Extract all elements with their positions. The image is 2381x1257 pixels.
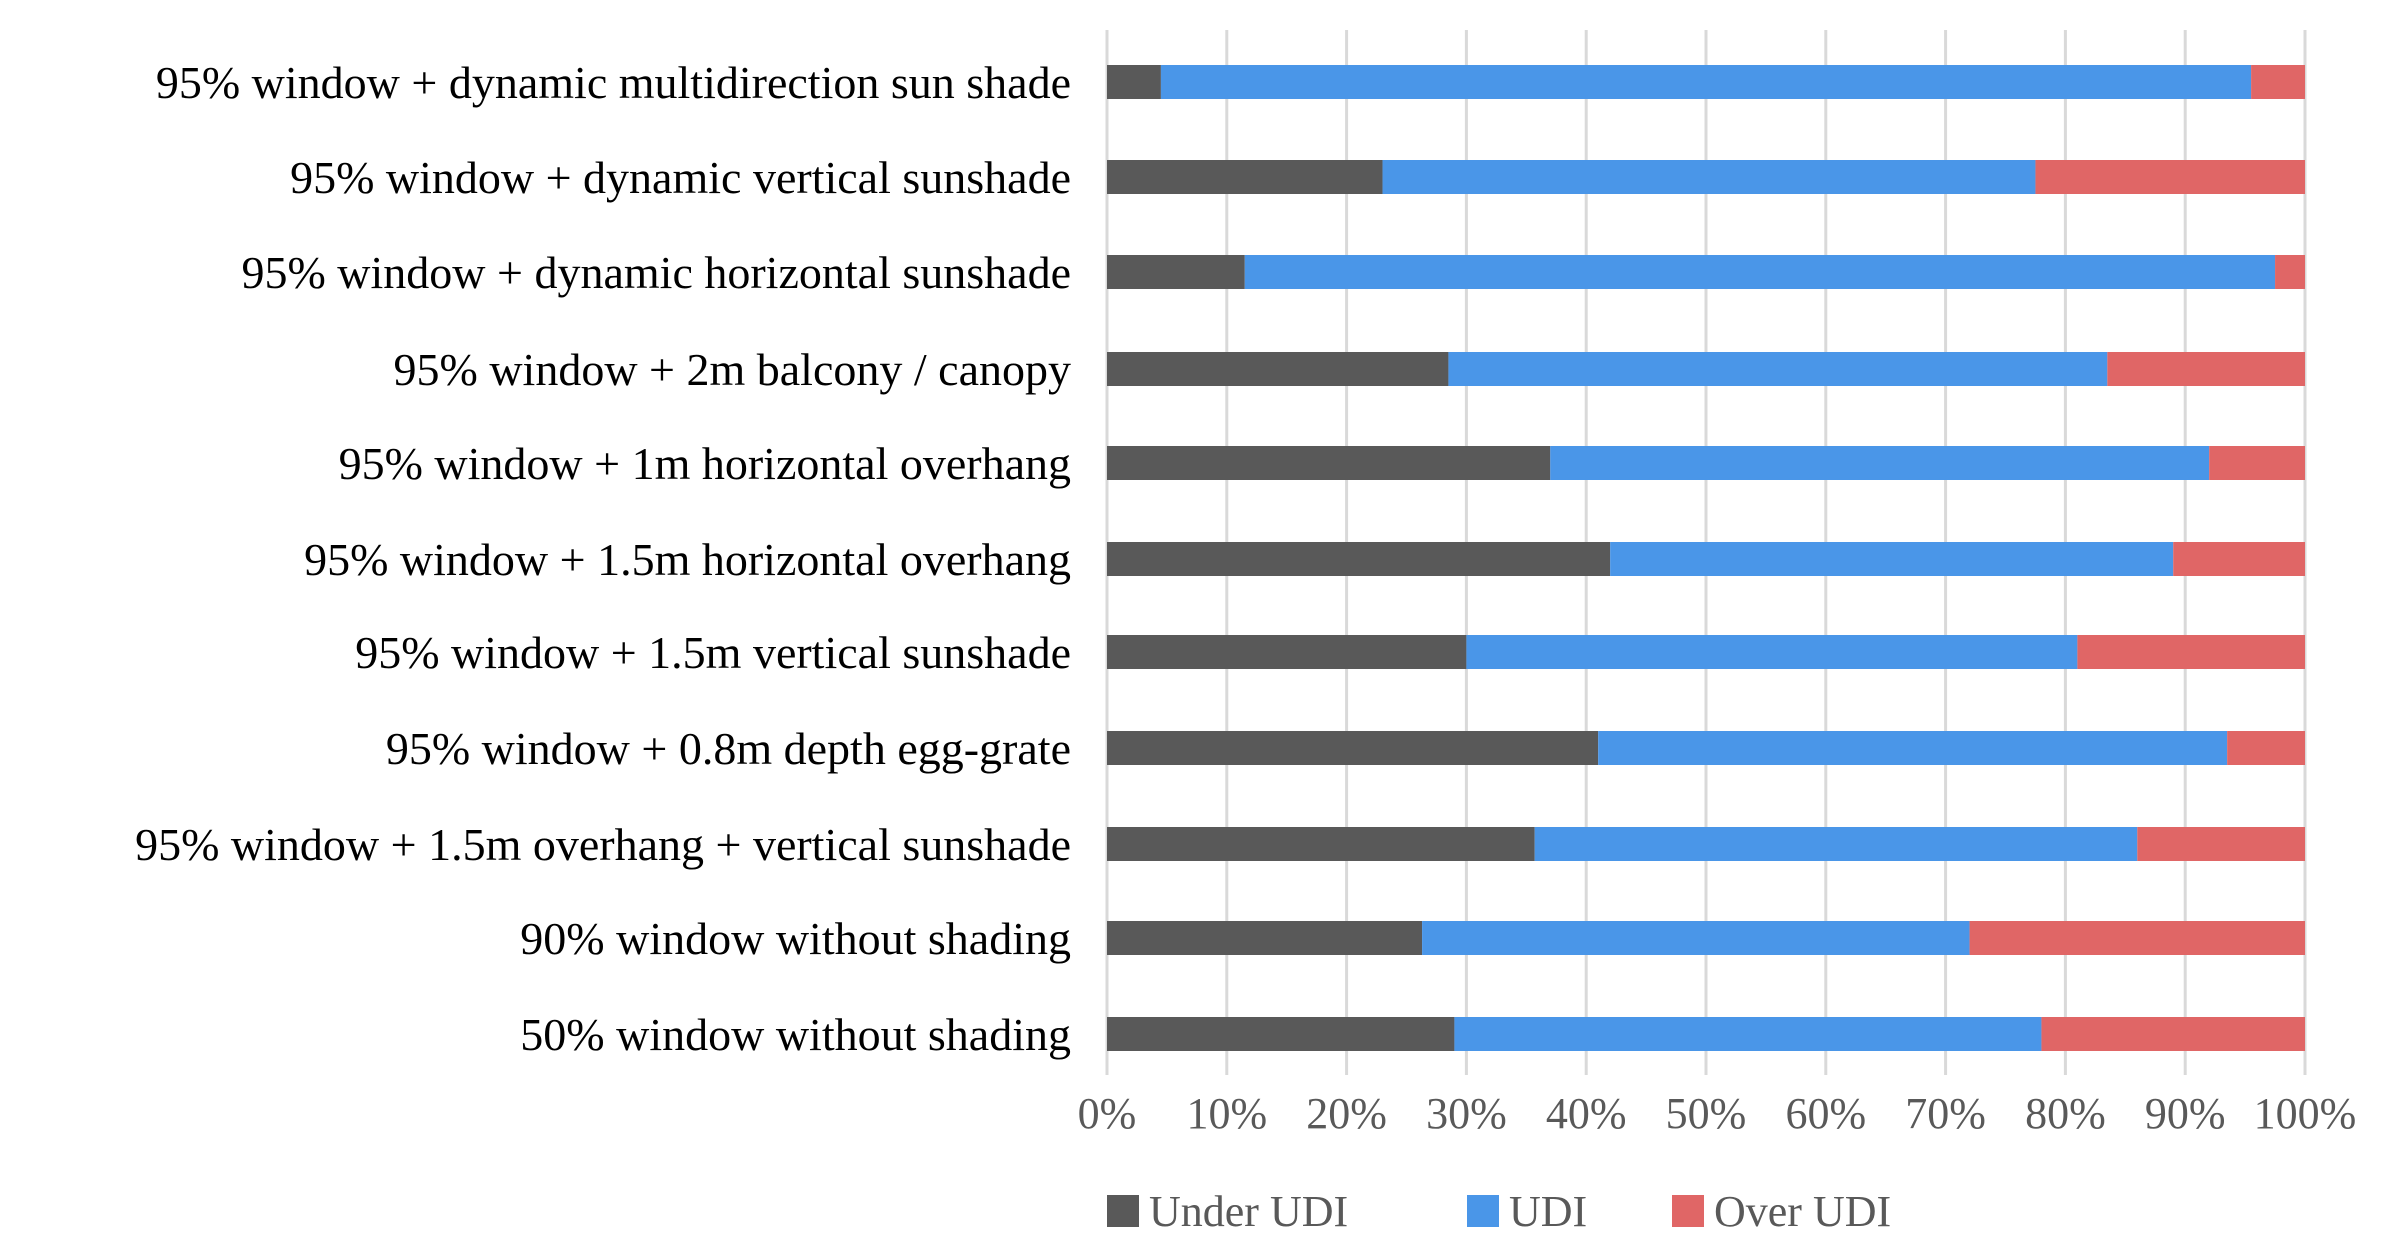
x-tick-label-4: 40% (1546, 1089, 1627, 1138)
bar-udi-1 (1382, 160, 2036, 194)
bar-over-udi-7 (2227, 731, 2305, 765)
category-label-6: 95% window + 1.5m vertical sunshade (355, 627, 1071, 678)
x-tick-label-9: 90% (2145, 1089, 2226, 1138)
legend-label-0: Under UDI (1149, 1187, 1348, 1236)
bar-udi-6 (1466, 635, 2078, 669)
bar-udi-5 (1610, 542, 2174, 576)
x-tick-label-6: 60% (1785, 1089, 1866, 1138)
category-label-10: 50% window without shading (520, 1009, 1071, 1060)
bar-udi-0 (1160, 65, 2252, 99)
bar-under-udi-4 (1107, 446, 1551, 480)
bar-over-udi-1 (2035, 160, 2305, 194)
x-tick-label-1: 10% (1186, 1089, 1267, 1138)
x-tick-label-7: 70% (1905, 1089, 1986, 1138)
bar-udi-4 (1550, 446, 2210, 480)
x-tick-label-8: 80% (2025, 1089, 2106, 1138)
legend-swatch-0 (1107, 1195, 1139, 1227)
category-label-4: 95% window + 1m horizontal overhang (339, 438, 1071, 489)
legend-label-2: Over UDI (1714, 1187, 1891, 1236)
bar-udi-10 (1454, 1017, 2042, 1051)
legend-label-1: UDI (1509, 1187, 1587, 1236)
bar-under-udi-1 (1107, 160, 1383, 194)
category-label-9: 90% window without shading (520, 913, 1071, 964)
bar-over-udi-4 (2209, 446, 2305, 480)
bar-layer (1107, 65, 2305, 1051)
bar-udi-2 (1244, 255, 2276, 289)
bar-under-udi-9 (1107, 921, 1423, 955)
category-label-7: 95% window + 0.8m depth egg-grate (386, 723, 1071, 774)
bar-over-udi-2 (2275, 255, 2305, 289)
x-tick-label-2: 20% (1306, 1089, 1387, 1138)
x-tick-label-3: 30% (1426, 1089, 1507, 1138)
bar-under-udi-10 (1107, 1017, 1455, 1051)
bar-under-udi-5 (1107, 542, 1611, 576)
bar-udi-3 (1448, 352, 2108, 386)
category-label-3: 95% window + 2m balcony / canopy (394, 344, 1072, 395)
bar-over-udi-0 (2251, 65, 2305, 99)
category-label-5: 95% window + 1.5m horizontal overhang (304, 534, 1071, 585)
category-labels: 95% window + dynamic multidirection sun … (135, 57, 1071, 1060)
bar-over-udi-5 (2173, 542, 2305, 576)
bar-under-udi-7 (1107, 731, 1599, 765)
bar-udi-7 (1598, 731, 2228, 765)
bar-udi-8 (1534, 827, 2138, 861)
bar-over-udi-3 (2107, 352, 2305, 386)
bar-over-udi-10 (2041, 1017, 2305, 1051)
bar-over-udi-8 (2137, 827, 2305, 861)
category-label-1: 95% window + dynamic vertical sunshade (290, 152, 1071, 203)
category-label-2: 95% window + dynamic horizontal sunshade (241, 247, 1071, 298)
legend-swatch-2 (1672, 1195, 1704, 1227)
bar-under-udi-3 (1107, 352, 1449, 386)
x-tick-labels: 0% 10% 20% 30% 40% 50% 60% 70% 80% 90% 100% (1078, 1089, 2357, 1138)
bar-over-udi-9 (1969, 921, 2305, 955)
category-label-8: 95% window + 1.5m overhang + vertical su… (135, 819, 1071, 870)
legend: Under UDI UDI Over UDI (1107, 1187, 1891, 1236)
x-tick-label-5: 50% (1666, 1089, 1747, 1138)
bar-under-udi-2 (1107, 255, 1245, 289)
bar-udi-9 (1422, 921, 1970, 955)
x-tick-label-0: 0% (1078, 1089, 1137, 1138)
x-tick-label-10: 100% (2254, 1089, 2357, 1138)
category-label-0: 95% window + dynamic multidirection sun … (156, 57, 1071, 108)
legend-swatch-1 (1467, 1195, 1499, 1227)
bar-under-udi-8 (1107, 827, 1535, 861)
bar-under-udi-6 (1107, 635, 1467, 669)
bar-over-udi-6 (2077, 635, 2305, 669)
bar-under-udi-0 (1107, 65, 1161, 99)
